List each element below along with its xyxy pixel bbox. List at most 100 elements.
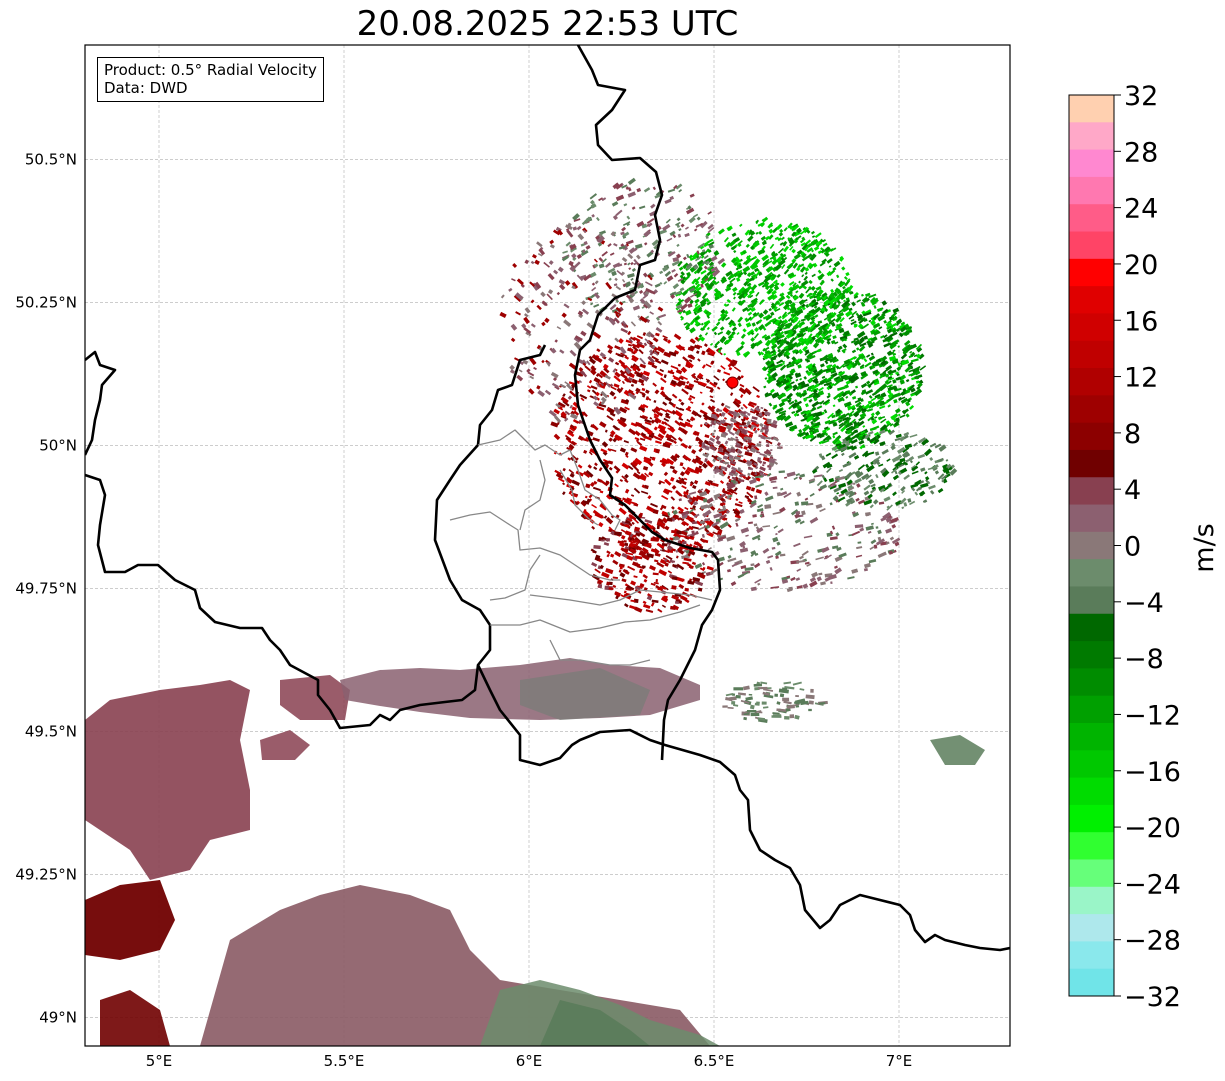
echo-gate [870,439,876,444]
echo-gate [827,330,831,334]
echo-gate [624,406,630,411]
echo-gate [744,451,753,457]
echo-gate [883,319,888,324]
echo-gate [557,401,566,408]
echo-gate [768,465,772,471]
echo-gate [703,241,709,248]
echo-gate [838,422,844,427]
echo-gate [858,440,865,445]
echo-gate [571,441,577,446]
echo-gate [767,260,773,264]
echo-gate [793,295,799,301]
echo-gate [663,374,667,379]
echo-gate [737,322,742,328]
echo-gate [889,342,897,350]
echo-gate [633,487,641,494]
echo-gate [730,489,738,495]
echo-gate [810,422,817,429]
echo-gate [731,331,735,335]
echo-gate [810,315,815,319]
echo-gate [900,397,909,404]
echo-gate [856,313,864,321]
echo-gate [831,301,837,308]
echo-gate [813,305,818,309]
echo-gate [733,687,744,691]
echo-gate [798,428,803,433]
echo-gate [883,361,889,366]
echo-gate [776,442,781,447]
echo-gate [712,276,717,281]
colorbar-tick-label: 20 [1124,250,1158,281]
echo-gate [727,334,733,340]
echo-gate [674,382,682,387]
echo-gate [678,416,682,420]
echo-gate [887,375,893,380]
echo-gate [616,387,623,394]
echo-cluster [761,288,927,453]
echo-gate [747,303,753,309]
echo-gate [754,406,761,412]
echo-gate [619,447,627,453]
echo-gate [750,307,756,312]
echo-gate [708,261,715,267]
echo-gate [575,457,579,462]
echo-gate [746,709,757,713]
echo-gate [822,328,828,335]
echo-gate [729,460,737,465]
echo-gate [693,430,700,437]
echo-gate [763,424,767,428]
echo-gate [831,414,836,419]
echo-gate [720,308,727,315]
colorbar-segment [1069,832,1114,860]
echo-gate [689,327,696,334]
echo-gate [680,539,686,544]
echo-gate [758,230,763,235]
echo-gate [752,424,758,429]
echo-gate [756,394,760,399]
echo-gate [857,435,863,441]
echo-gate [704,445,710,451]
echo-gate [875,400,880,406]
echo-gate [597,373,604,379]
echo-gate [894,387,902,392]
echo-gate [727,453,734,459]
echo-gate [623,540,627,543]
echo-gate [900,353,908,360]
echo-gate [671,409,677,415]
echo-gate [618,507,627,516]
echo-gate [736,375,742,381]
echo-gate [848,315,855,320]
echo-gate [691,374,697,380]
echo-gate [630,383,635,387]
echo-gate [639,445,648,452]
echo-gate [624,355,630,360]
echo-gate [820,322,830,330]
echo-gate [630,494,635,497]
echo-cluster [671,216,854,360]
echo-gate [795,510,801,515]
echo-gate [664,441,670,447]
echo-gate [764,354,770,360]
echo-gate [711,454,718,460]
echo-gate [663,471,669,477]
echo-gate [838,424,845,430]
echo-gate [784,716,790,720]
echo-gate [893,339,900,345]
echo-gate [825,432,829,437]
colorbar-tick-label: 24 [1124,194,1158,225]
echo-gate [716,530,723,536]
echo-gate [734,398,742,405]
echo-gate [877,396,885,403]
echo-gate [805,434,813,440]
echo-gate [734,455,741,461]
echo-gate [763,281,770,288]
echo-gate [625,339,633,344]
echo-gate [722,490,731,495]
echo-gate [770,343,778,350]
echo-gate [598,584,603,589]
latitude-ticks: 50.5°N50.25°N50°N49.75°N49.5°N49.25°N49°… [15,150,77,1026]
echo-gate [772,279,778,284]
echo-gate [628,347,634,352]
echo-gate [633,349,638,354]
